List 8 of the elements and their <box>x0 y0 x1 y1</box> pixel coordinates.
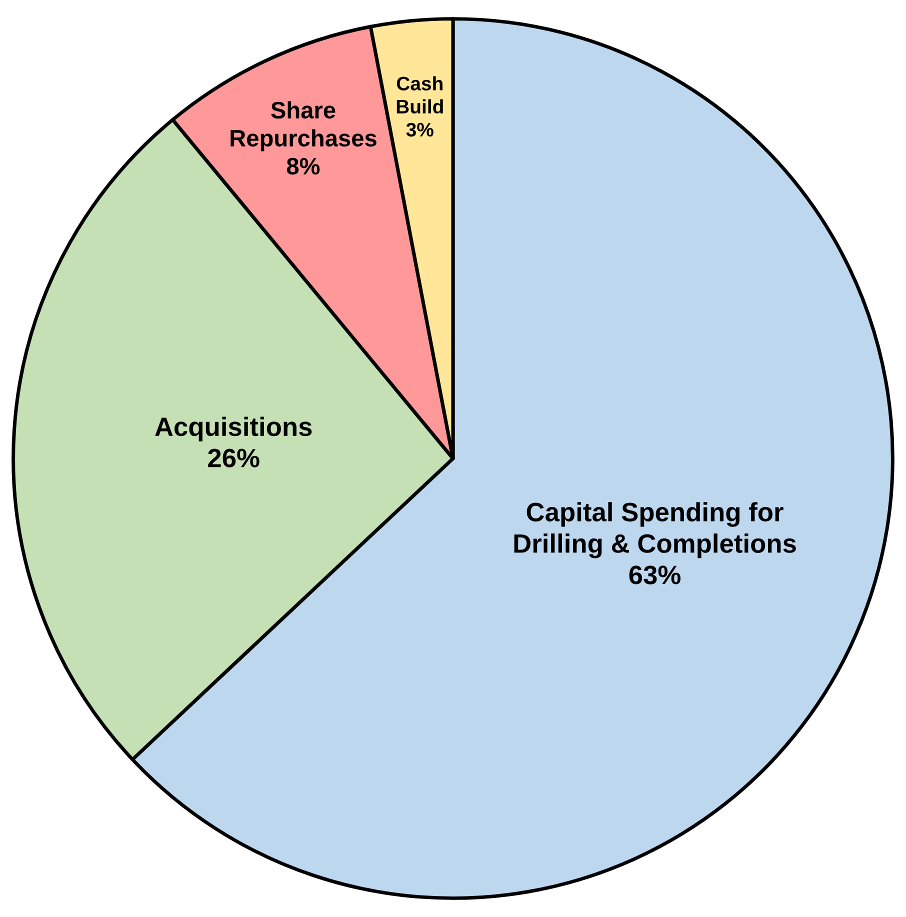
data-label: 26% <box>208 448 260 468</box>
data-label: 63% <box>629 566 680 584</box>
slice-label: Capital Spending for Drilling & Completions <box>514 502 796 558</box>
slice-label: Cash Build <box>396 76 443 114</box>
data-label: 3% <box>406 122 434 137</box>
data-label: 8% <box>286 158 320 175</box>
slice-label: Share Repurchases <box>230 101 376 152</box>
slice-label: Acquisitions <box>155 416 312 442</box>
